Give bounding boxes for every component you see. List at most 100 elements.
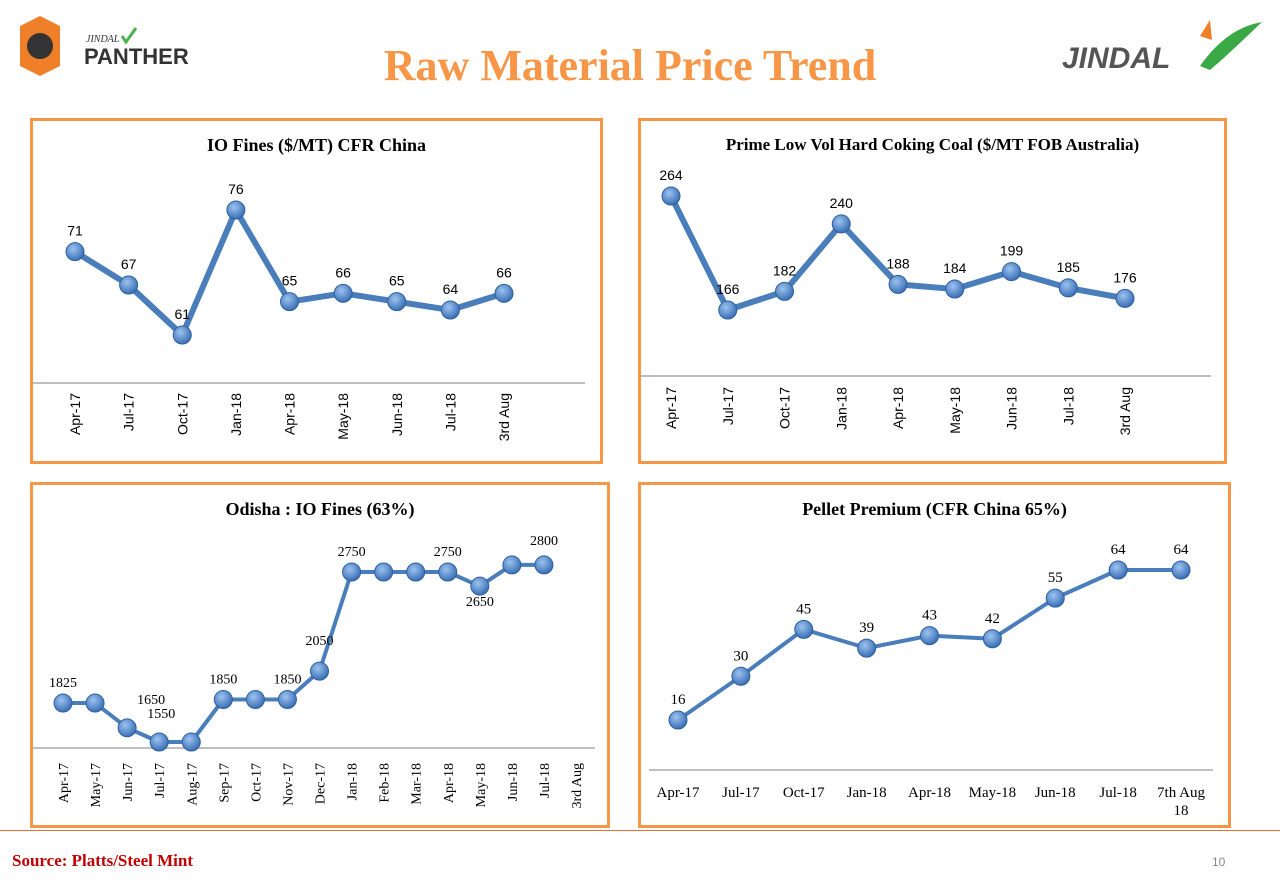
x-tick-label: Jun-18 bbox=[389, 393, 405, 436]
data-label: 182 bbox=[773, 262, 797, 278]
data-point bbox=[172, 325, 192, 345]
data-label: 39 bbox=[859, 620, 874, 636]
pellet-premium-chart-panel: Pellet Premium (CFR China 65%) 16 30 45 39 4… bbox=[638, 482, 1231, 828]
x-tick-label: Oct-17 bbox=[249, 763, 264, 802]
data-point bbox=[387, 292, 407, 312]
source-note: Source: Platts/Steel Mint bbox=[12, 851, 193, 870]
jindal-panther-logo: JINDAL PANTHER bbox=[18, 14, 198, 78]
data-label: 1825 bbox=[49, 676, 77, 691]
data-label: 1650 bbox=[137, 693, 165, 708]
x-tick-label: Jul-17 bbox=[720, 387, 736, 425]
x-tick-label: May-18 bbox=[335, 393, 351, 440]
data-point bbox=[438, 562, 458, 582]
footer-divider bbox=[0, 830, 1280, 831]
data-label: 76 bbox=[228, 181, 244, 197]
data-label: 16 bbox=[671, 692, 687, 708]
jindal-logo: JINDAL bbox=[1060, 18, 1265, 78]
data-point bbox=[374, 562, 394, 582]
data-point bbox=[181, 732, 201, 752]
data-point bbox=[1002, 262, 1021, 282]
x-tick-label: Jun-18 bbox=[1035, 785, 1076, 801]
data-point bbox=[494, 283, 514, 303]
x-tick-label: Apr-18 bbox=[282, 393, 298, 435]
x-tick-label: Sep-17 bbox=[217, 763, 232, 803]
data-label: 71 bbox=[67, 223, 83, 239]
svg-text:JINDAL: JINDAL bbox=[1062, 42, 1170, 75]
data-point bbox=[1108, 560, 1128, 580]
data-point bbox=[534, 555, 554, 575]
data-point bbox=[470, 576, 490, 596]
data-point bbox=[280, 292, 299, 312]
data-point bbox=[857, 638, 877, 658]
data-label: 166 bbox=[716, 281, 740, 297]
data-point bbox=[1171, 560, 1191, 580]
data-point bbox=[245, 690, 265, 709]
data-point bbox=[53, 693, 73, 713]
data-point bbox=[119, 275, 139, 295]
data-point bbox=[731, 666, 751, 686]
data-label: 45 bbox=[796, 601, 811, 617]
page-number: 10 bbox=[1212, 855, 1226, 869]
x-tick-label: May-18 bbox=[474, 763, 489, 807]
x-tick-label: Jan-18 bbox=[228, 393, 244, 436]
x-tick-label: Jul-17 bbox=[121, 393, 137, 431]
data-point bbox=[342, 562, 362, 582]
x-tick-label: Nov-17 bbox=[281, 763, 296, 806]
x-tick-label: Jul-17 bbox=[153, 763, 168, 798]
data-point bbox=[149, 732, 169, 752]
coking-coal-chart-panel: Prime Low Vol Hard Coking Coal ($/MT FOB… bbox=[638, 118, 1227, 464]
data-label: 30 bbox=[733, 648, 748, 664]
data-label: 199 bbox=[1000, 243, 1024, 259]
data-point bbox=[277, 690, 297, 709]
x-tick-label: Oct-17 bbox=[174, 393, 190, 435]
data-point bbox=[406, 562, 426, 582]
x-tick-label: Feb-18 bbox=[378, 763, 393, 803]
data-point bbox=[794, 619, 814, 639]
x-tick-label: 3rd Aug bbox=[496, 393, 512, 441]
data-label: 64 bbox=[1111, 542, 1127, 558]
data-label: 64 bbox=[443, 281, 459, 297]
x-tick-label: May-17 bbox=[89, 763, 104, 807]
chart-svg: 16 30 45 39 43 42 55 64 64 Apr-17 Jul-17 Oct-17 Jan-… bbox=[649, 542, 1213, 819]
x-tick-label: 3rd Aug bbox=[1117, 387, 1133, 435]
data-label: 1850 bbox=[273, 673, 301, 688]
x-tick-label: Dec-17 bbox=[314, 763, 329, 804]
data-label: 1850 bbox=[209, 673, 237, 688]
chart-title: Pellet Premium (CFR China 65%) bbox=[802, 499, 1067, 519]
data-point bbox=[85, 693, 105, 713]
data-label: 65 bbox=[282, 273, 298, 289]
data-point bbox=[1045, 588, 1065, 608]
chart-svg: 71 67 61 76 65 66 65 64 66 Apr-17 Jul-17 Oct-17 Jan-… bbox=[33, 181, 585, 441]
data-label: 43 bbox=[922, 608, 937, 624]
data-label: 2750 bbox=[338, 545, 366, 560]
x-tick-label: Oct-17 bbox=[783, 785, 825, 801]
svg-text:PANTHER: PANTHER bbox=[84, 44, 189, 69]
data-point bbox=[661, 186, 681, 206]
data-label: 2750 bbox=[434, 545, 462, 560]
data-point bbox=[718, 300, 738, 320]
data-point bbox=[888, 274, 908, 294]
x-tick-label: Jul-18 bbox=[442, 393, 458, 431]
data-label: 66 bbox=[335, 264, 351, 280]
x-tick-label: Apr-18 bbox=[442, 763, 457, 803]
data-point bbox=[1115, 288, 1135, 308]
x-tick-label: Apr-17 bbox=[67, 393, 83, 435]
io-fines-chart-panel: IO Fines ($/MT) CFR China 71 67 61 76 65 66 65… bbox=[30, 118, 603, 464]
x-tick-label: Jun-17 bbox=[121, 763, 136, 801]
chart-title: Prime Low Vol Hard Coking Coal ($/MT FOB… bbox=[725, 135, 1140, 154]
data-label: 185 bbox=[1057, 259, 1081, 275]
odisha-io-fines-chart-panel: Odisha : IO Fines (63%) 1825 1650 1550 1850… bbox=[30, 482, 610, 828]
x-tick-label: Apr-17 bbox=[656, 785, 700, 801]
data-label: 240 bbox=[830, 195, 854, 211]
x-tick-label: Jun-18 bbox=[506, 763, 521, 801]
data-point bbox=[668, 710, 688, 730]
data-point bbox=[310, 661, 329, 681]
data-point bbox=[920, 626, 939, 646]
series-line bbox=[63, 562, 544, 744]
x-tick-label: Jul-17 bbox=[722, 785, 760, 801]
x-tick-label: 7th Aug 18 bbox=[1157, 785, 1205, 819]
data-point bbox=[982, 629, 1002, 649]
x-tick-label: Jan-18 bbox=[847, 785, 887, 801]
slide-title: Raw Material Price Trend bbox=[383, 41, 877, 90]
data-label: 67 bbox=[121, 256, 137, 272]
